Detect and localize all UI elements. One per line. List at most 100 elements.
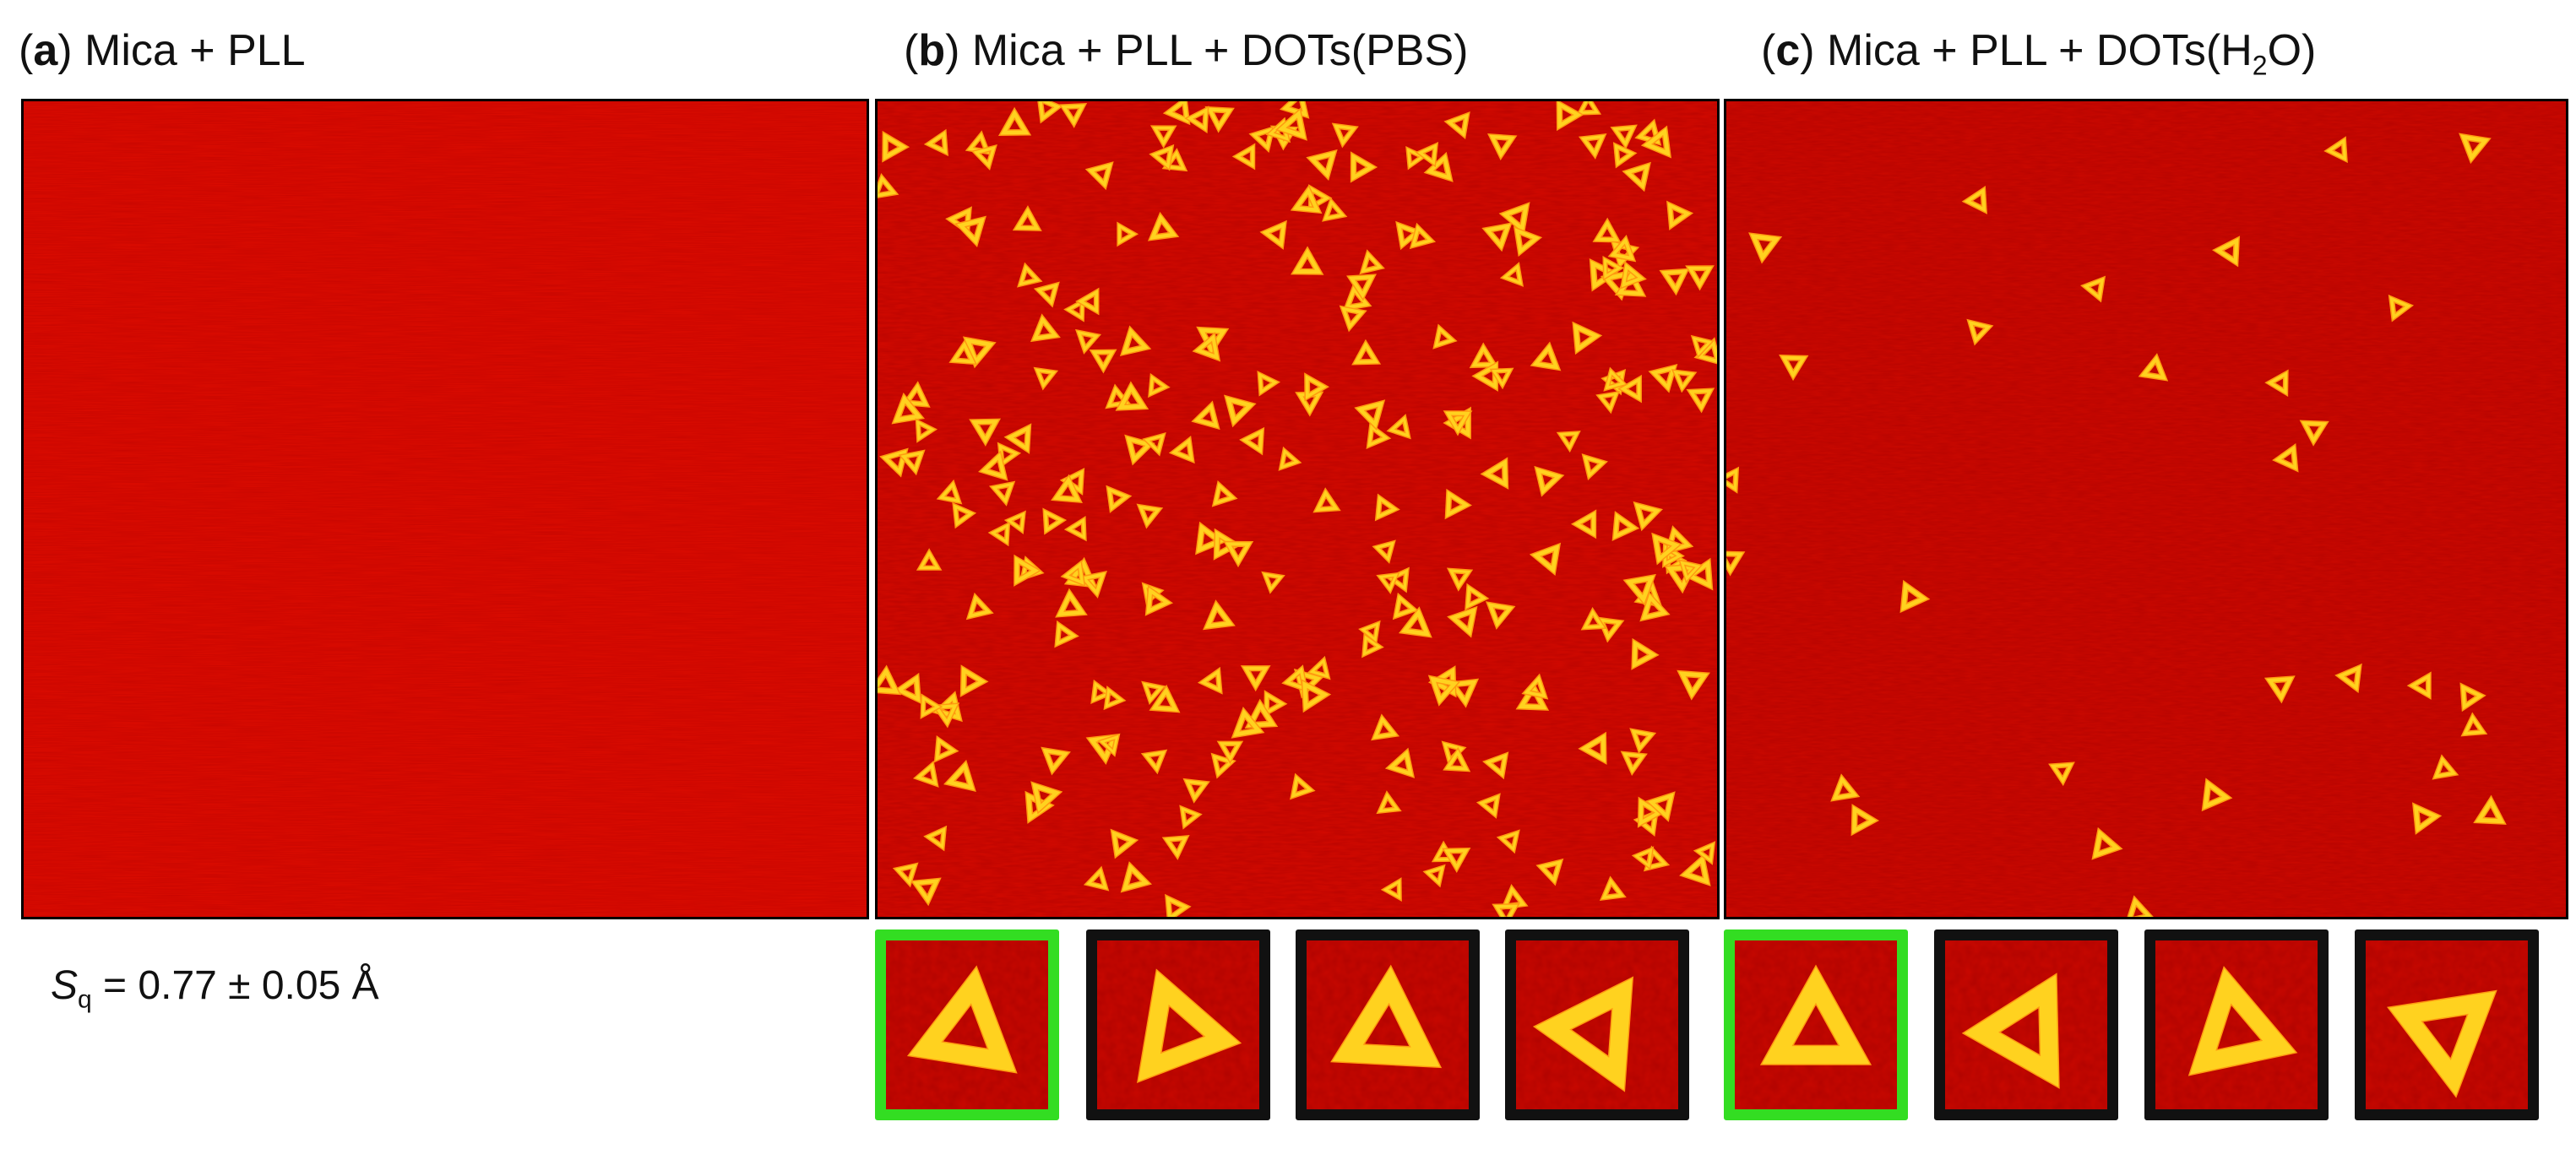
origami-triangle [1291, 246, 1324, 275]
origami-triangle [2334, 663, 2362, 694]
origami-triangle [1570, 509, 1597, 539]
origami-triangle [1063, 515, 1087, 542]
origami-triangle [1612, 142, 1638, 169]
origami-triangle [1261, 571, 1285, 594]
origami-triangle [1415, 142, 1439, 168]
origami-triangle [1610, 124, 1638, 149]
origami-triangle [1144, 585, 1174, 616]
thumbnail-b-2 [1086, 929, 1270, 1120]
origami-triangle [1119, 325, 1152, 356]
panel-a-title: (a) Mica + PLL [19, 26, 306, 75]
origami-triangle [920, 693, 943, 719]
origami-triangle [1058, 103, 1088, 128]
origami-triangles-c [1726, 133, 2507, 917]
origami-triangle [2080, 275, 2106, 303]
origami-triangle [1492, 902, 1520, 917]
origami-triangle [1083, 865, 1110, 892]
panel-a-letter: a [33, 26, 58, 75]
origami-triangle [1592, 217, 1622, 243]
origami-triangle [988, 480, 1016, 507]
origami-triangle [1231, 706, 1265, 739]
origami-triangle [1640, 125, 1672, 159]
origami-triangle [1358, 620, 1381, 644]
origami-triangle [892, 862, 919, 888]
origami-triangle [1529, 542, 1562, 576]
origami-triangle [1487, 133, 1518, 160]
origami-triangle [1106, 485, 1133, 513]
origami-triangle [1629, 728, 1657, 754]
origami-triangle [959, 664, 989, 697]
panel-c-title: (c) Mica + PLL + DOTs(H2O) [1761, 26, 2317, 81]
afm-image-mica-pll [21, 99, 869, 919]
origami-triangle [1075, 287, 1100, 316]
origami-triangle [1480, 457, 1509, 490]
origami-triangle [1595, 390, 1621, 415]
thumbnail-c-2 [1934, 929, 2118, 1120]
origami-triangle [1014, 554, 1042, 587]
origami-triangle [1395, 220, 1423, 251]
origami-triangle-zoom [2387, 989, 2497, 1098]
origami-triangle [2091, 827, 2123, 860]
thumbnail-b-4 [1505, 929, 1689, 1120]
origami-triangle [1259, 220, 1287, 250]
origami-triangle [1830, 773, 1861, 802]
origami-triangle [1084, 161, 1114, 191]
origami-triangle [1182, 778, 1210, 804]
origami-triangle [1556, 431, 1581, 453]
origami-triangle-zoom [1330, 964, 1443, 1069]
origami-triangle [1312, 487, 1341, 513]
origami-triangle [1620, 261, 1647, 290]
origami-triangle [2299, 420, 2329, 447]
origami-triangle [1074, 328, 1102, 355]
origami-triangle [1384, 747, 1416, 778]
origami-triangle [1306, 149, 1338, 182]
origami-triangle [1090, 679, 1114, 704]
origami-triangle [987, 521, 1011, 547]
origami-triangle [1499, 262, 1524, 287]
origami-triangle [1444, 488, 1473, 520]
origami-triangle [915, 418, 938, 443]
origami-triangle [1596, 616, 1625, 643]
origami-triangle [2264, 369, 2289, 398]
origami-triangle [1530, 341, 1562, 371]
origami-triangle [1651, 532, 1682, 566]
origami-triangle [1117, 221, 1139, 247]
origami-triangle [1446, 567, 1474, 592]
origami-triangle [1033, 366, 1059, 391]
origami-triangle [1033, 281, 1060, 308]
origami-triangle [1346, 274, 1377, 301]
origami-triangle [1603, 366, 1628, 392]
origami-triangle [2323, 136, 2348, 164]
origami-triangle [1110, 828, 1139, 859]
origami-triangle [1257, 371, 1281, 397]
origami-triangle [1354, 399, 1386, 431]
origami-triangle [1581, 453, 1608, 480]
origami-triangle [948, 339, 978, 366]
origami-triangle [1677, 669, 1710, 701]
origami-triangle [1645, 791, 1676, 822]
origami-triangle [2406, 671, 2432, 700]
origami-triangle [1580, 607, 1607, 631]
origami-triangle [1012, 205, 1042, 231]
origami-triangle [1465, 583, 1490, 611]
panel-b-letter: b [918, 26, 946, 75]
origami-triangle [1290, 772, 1316, 800]
origami-triangle [931, 702, 960, 729]
origami-triangle [912, 760, 939, 788]
origami-triangle [1726, 466, 1740, 494]
thumbnail-b-3 [1296, 929, 1480, 1120]
origami-triangle [1179, 805, 1203, 830]
origami-triangle [1030, 781, 1063, 815]
origami-triangle [1161, 835, 1190, 860]
origami-triangle [1165, 893, 1192, 917]
origami-triangle [1331, 122, 1359, 149]
origami-triangle [1211, 480, 1238, 507]
origami-triangle [1398, 606, 1432, 638]
origami-triangle [936, 479, 963, 505]
origami-triangle [1496, 829, 1520, 854]
origami-triangle [882, 130, 910, 163]
origami-triangle [1442, 847, 1471, 874]
origami-triangle [1089, 349, 1117, 374]
origami-triangle [1103, 686, 1127, 711]
origami-triangle [2264, 675, 2296, 704]
